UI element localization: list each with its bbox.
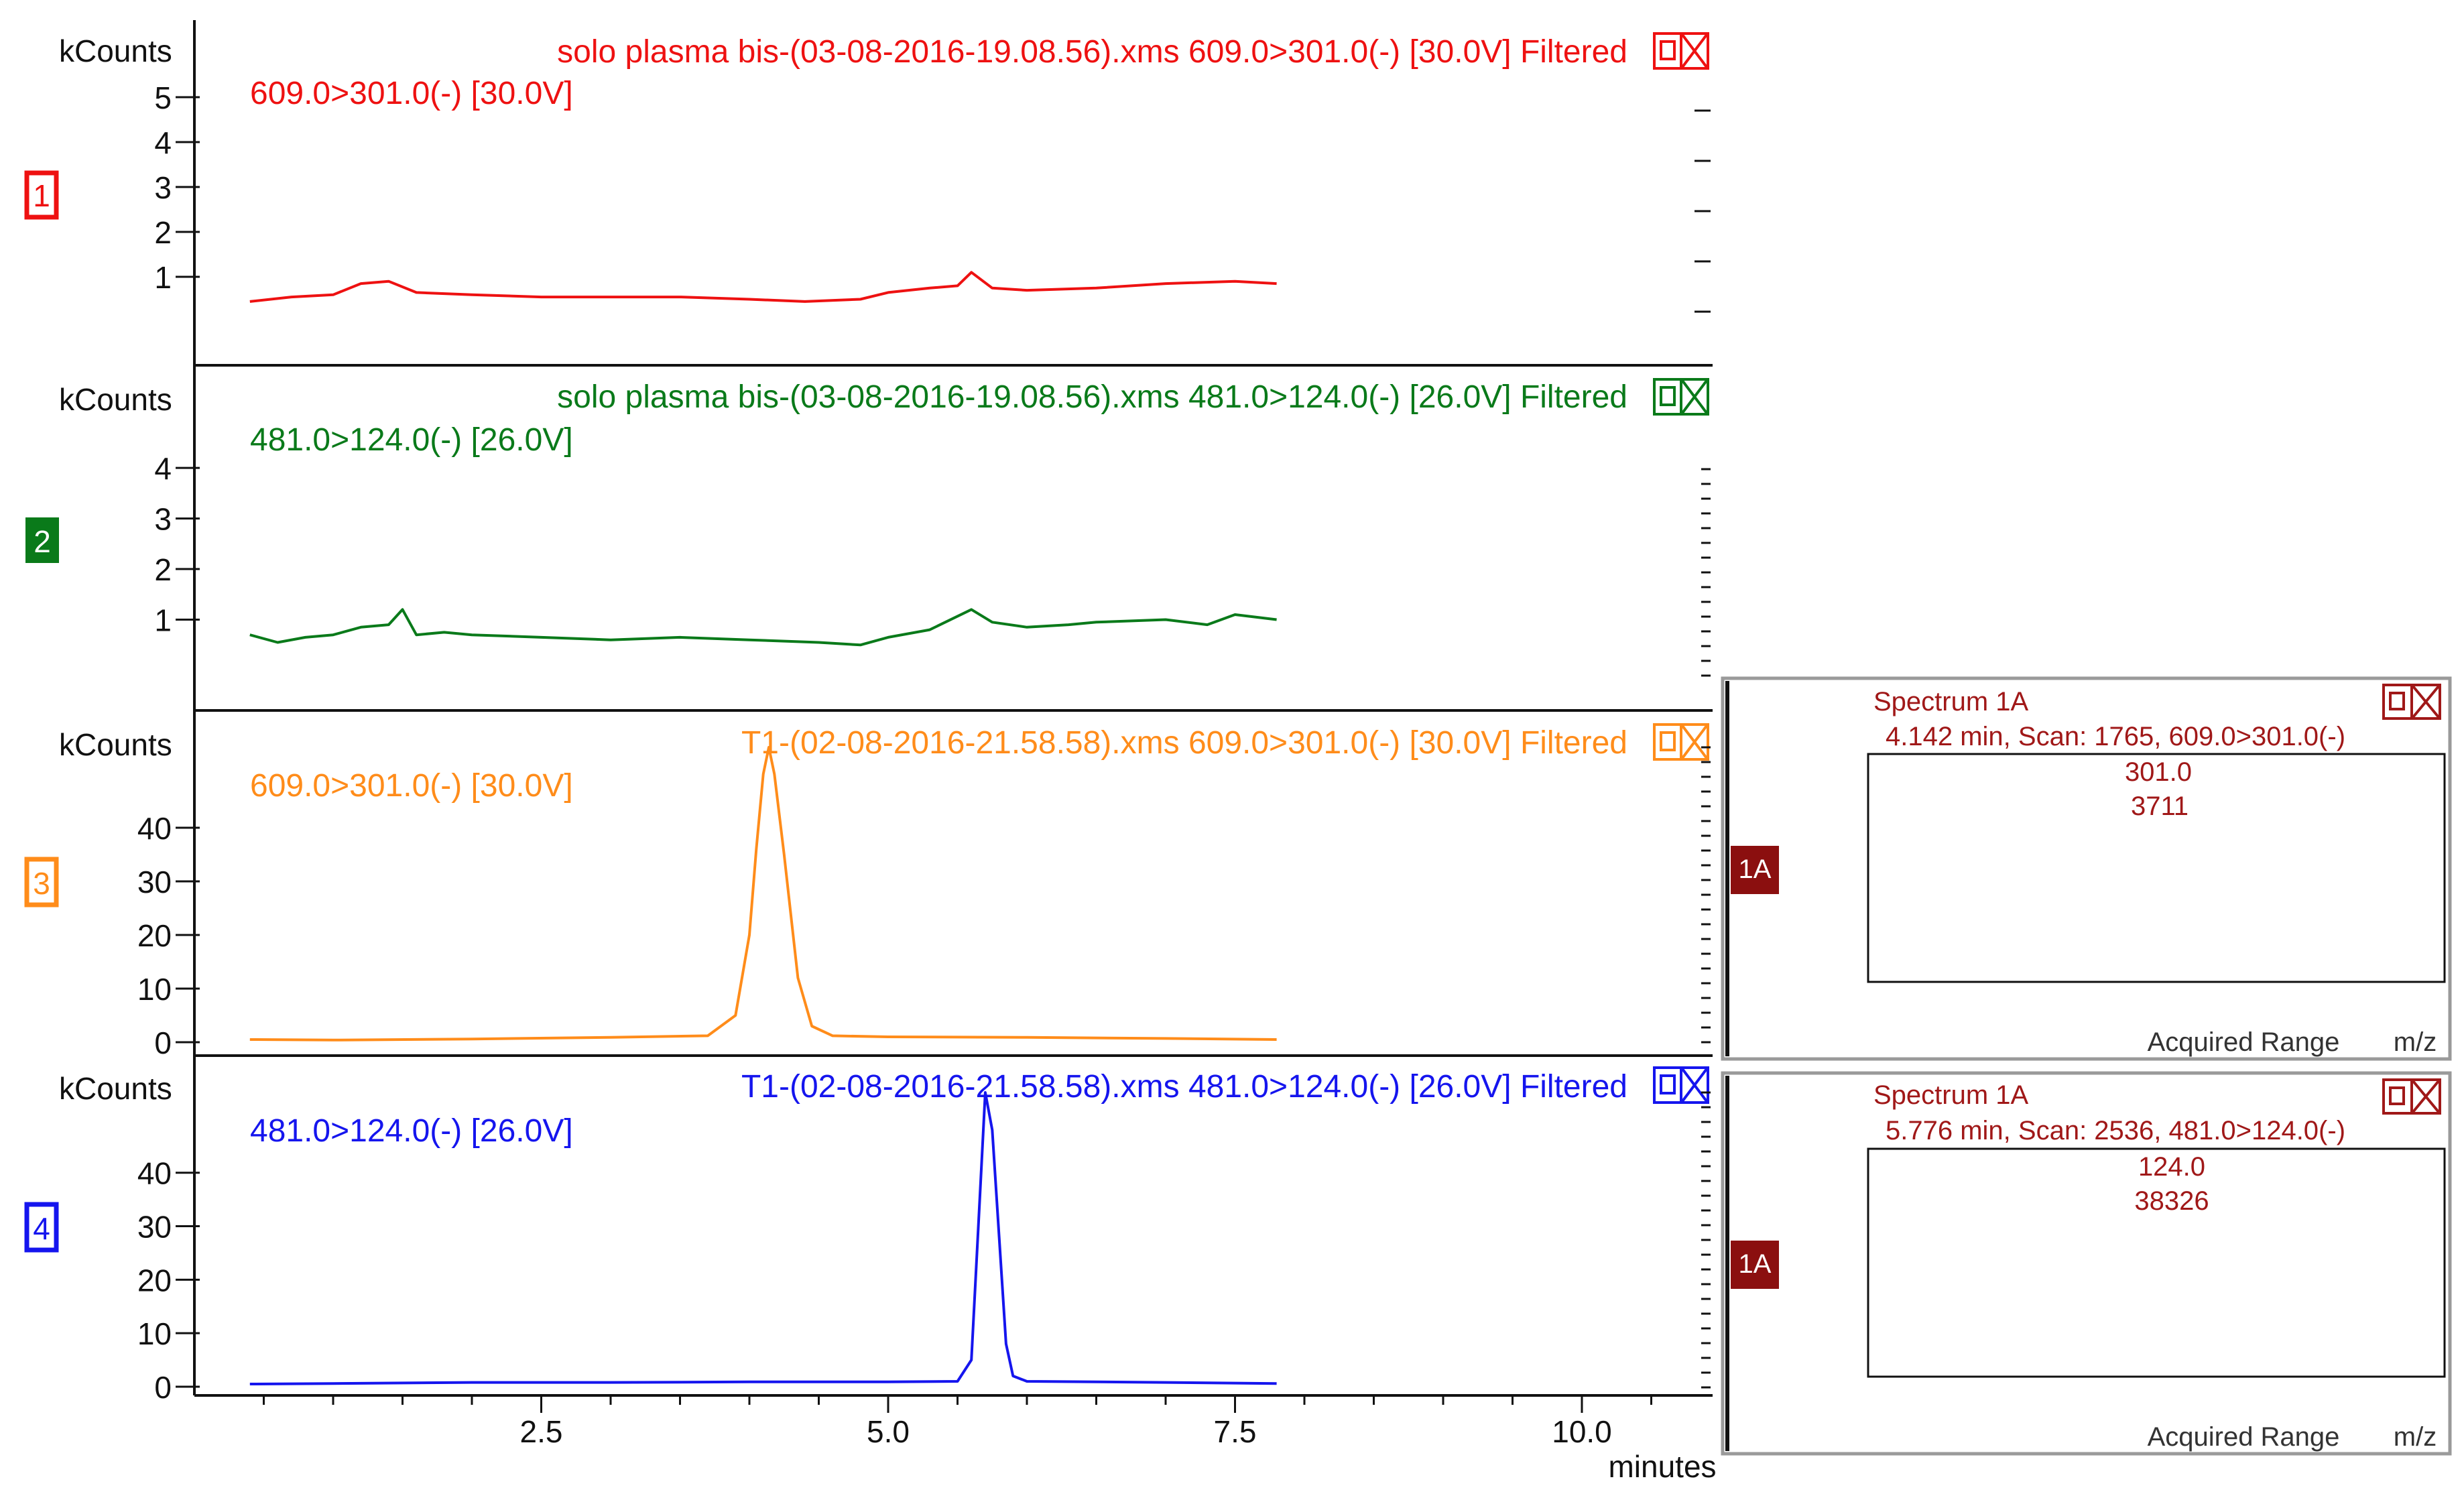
spectrum-box-1-frame [1721,676,2452,1061]
panel-3-number: 3 [33,866,50,901]
panel-4-right-ticks [1701,1091,1711,1389]
spectrum-1-plot-area [1867,753,2446,983]
panel-3-ytick-label-40: 40 [137,811,172,846]
panel-2: kCounts solo plasma bis-(03-08-2016-19.0… [25,378,1709,563]
panel-4-trace [249,1091,1277,1385]
panel-4-title: T1-(02-08-2016-21.58.58).xms 481.0>124.0… [741,1069,1627,1105]
panel-2-trace [249,608,1277,647]
panel-2-window-icon[interactable] [1653,378,1709,416]
panel-1-title: solo plasma bis-(03-08-2016-19.08.56).xm… [557,34,1627,70]
spectrum-1-range-label: Acquired Range [2148,1027,2340,1057]
panel-3-ytick-label-0: 0 [154,1025,172,1060]
panel-3-subtitle: 609.0>301.0(-) [30.0V] [250,768,573,804]
spectrum-1-info: 4.142 min, Scan: 1765, 609.0>301.0(-) [1886,722,2345,751]
panel-1-ytick-label-3: 3 [154,170,172,205]
spectrum-box-1: Spectrum 1A 4.142 min, Scan: 1765, 609.0… [1721,676,2452,1061]
panel-1-number: 1 [33,178,50,213]
x-axis-label: minutes [1608,1449,1716,1484]
panel-2-subtitle: 481.0>124.0(-) [26.0V] [250,422,573,458]
spectrum-2-range-label: Acquired Range [2148,1422,2340,1452]
panel-1-trace [249,271,1277,303]
spectrum-1-badge[interactable]: 1A [1731,846,1779,894]
panel-1-ylabel: kCounts [59,34,172,68]
panel-4-number: 4 [33,1211,50,1246]
panel-4: kCounts T1-(02-08-2016-21.58.58).xms 481… [24,1066,1709,1253]
panel-4-ylabel: kCounts [59,1071,172,1106]
panel-4-ytick-label-10: 10 [137,1316,172,1351]
panel-3-number-badge[interactable]: 3 [24,857,59,907]
x-tick-label-10.0: 10.0 [1552,1414,1612,1449]
spectrum-2-badge-label: 1A [1739,1249,1772,1279]
panel-4-number-badge[interactable]: 4 [24,1202,59,1253]
spectrum-1-peak-count: 3711 [2131,792,2189,821]
spectrum-2-info: 5.776 min, Scan: 2536, 481.0>124.0(-) [1886,1116,2345,1145]
spectrum-1-unit-label: m/z [2394,1027,2437,1057]
spectrum-1-title: Spectrum 1A [1873,687,2029,716]
panel-4-window-icon[interactable] [1653,1066,1709,1104]
panel-2-ytick-label-2: 2 [154,552,172,587]
panel-1-ytick-label-5: 5 [154,80,172,115]
panel-1-subtitle: 609.0>301.0(-) [30.0V] [250,76,573,111]
panel-4-subtitle: 481.0>124.0(-) [26.0V] [250,1113,573,1149]
panel-4-ytick-label-30: 30 [137,1210,172,1245]
panel-2-ylabel: kCounts [59,382,172,417]
panel-1: kCounts solo plasma bis-(03-08-2016-19.0… [24,32,1709,220]
panel-2-ytick-label-1: 1 [154,603,172,638]
panel-1-ytick-label-1: 1 [154,260,172,295]
x-tick-label-2.5: 2.5 [520,1414,563,1449]
panel-2-number-badge[interactable]: 2 [25,517,59,563]
panel-3-ytick-label-20: 20 [137,918,172,953]
panel-4-ytick-label-40: 40 [137,1156,172,1191]
spectrum-1-peak-label: 301.0 [2125,757,2192,787]
panel-2-ytick-label-3: 3 [154,502,172,537]
panel-1-ytick-label-4: 4 [154,125,172,160]
panel-3-window-icon[interactable] [1653,723,1709,761]
x-tick-label-5.0: 5.0 [867,1414,910,1449]
spectrum-2-badge[interactable]: 1A [1731,1241,1779,1289]
spectrum-2-peak-count: 38326 [2134,1186,2209,1216]
panel-1-window-icon[interactable] [1653,32,1709,70]
panel-2-ytick-label-4: 4 [154,451,172,486]
panel-3-title: T1-(02-08-2016-21.58.58).xms 609.0>301.0… [741,725,1627,761]
spectrum-1-badge-label: 1A [1739,855,1772,884]
panel-3-ylabel: kCounts [59,727,172,762]
spectrum-2-plot-area [1867,1147,2446,1378]
spectrum-1-window-icon[interactable] [2382,684,2441,720]
panel-1-right-ticks [1695,109,1711,313]
panel-3-ytick-label-10: 10 [137,972,172,1007]
panel-2-title: solo plasma bis-(03-08-2016-19.08.56).xm… [557,379,1627,415]
x-tick-label-7.5: 7.5 [1214,1414,1257,1449]
spectrum-2-peak-label: 124.0 [2138,1152,2205,1182]
spectrum-box-2: Spectrum 1A 5.776 min, Scan: 2536, 481.0… [1721,1071,2452,1456]
spectrum-2-title: Spectrum 1A [1873,1080,2029,1110]
panel-3-ytick-label-30: 30 [137,865,172,899]
panel-2-right-ticks [1701,468,1711,677]
panel-4-ytick-label-0: 0 [154,1370,172,1405]
panel-2-number: 2 [34,524,51,559]
spectrum-2-window-icon[interactable] [2382,1078,2441,1115]
panel-3-trace [249,746,1277,1042]
panel-4-ytick-label-20: 20 [137,1263,172,1298]
spectrum-2-unit-label: m/z [2394,1422,2437,1452]
spectrum-box-2-frame [1721,1071,2452,1456]
panel-1-number-badge[interactable]: 1 [24,170,59,220]
panel-3: kCounts T1-(02-08-2016-21.58.58).xms 609… [24,723,1709,907]
panel-1-ytick-label-2: 2 [154,215,172,250]
panel-3-right-ticks [1701,746,1711,1044]
